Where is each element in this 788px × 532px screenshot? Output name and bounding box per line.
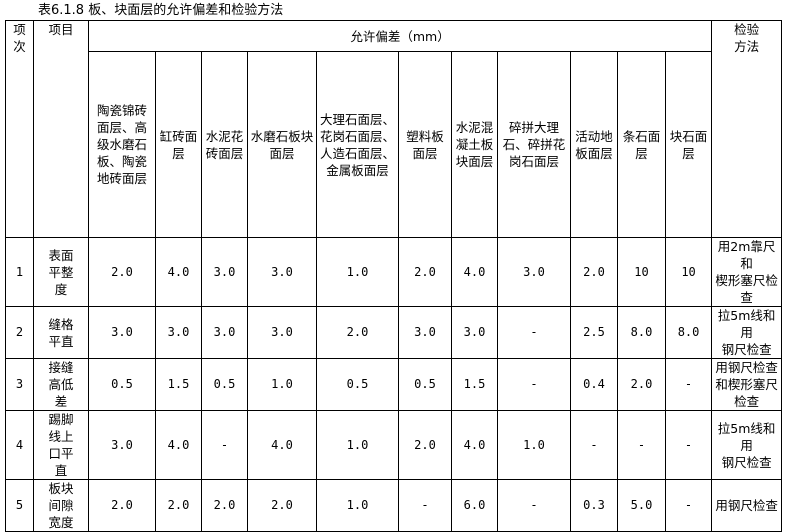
table-row: 4 踢脚 线上 口平 直 3.0 4.0-4.0 1.0 2.0 4.0 1.0- - - 拉5m线… xyxy=(5,410,783,480)
tolerance-value: 0.5 xyxy=(316,358,399,411)
tolerance-value: 0.5 xyxy=(398,358,452,411)
row-index: 2 xyxy=(5,306,34,359)
row-index: 3 xyxy=(5,358,34,411)
header-column: 大理石面层、 花岗石面层、 人造石面层、 金属板面层 xyxy=(316,51,399,238)
row-method: 拉5m线和用 钢尺检查 xyxy=(711,410,783,480)
header-row: 项 次 项目 允许偏差（mm） 检验 方法 xyxy=(5,20,783,238)
row-index: 4 xyxy=(5,410,34,480)
tolerance-value: 1.0 xyxy=(316,479,399,532)
tolerance-value: 3.0 xyxy=(247,306,317,359)
tolerance-value: 3.0 xyxy=(398,306,452,359)
tolerance-value: 2.0 xyxy=(88,479,156,532)
tolerance-value: 2.0 xyxy=(617,358,666,411)
tolerance-value: 2.0 xyxy=(88,237,156,307)
tolerance-value: 3.0 xyxy=(201,306,248,359)
tolerance-value: 0.5 xyxy=(201,358,248,411)
tolerance-value: 2.0 xyxy=(247,479,317,532)
row-method: 用钢尺检查 xyxy=(711,479,783,532)
tolerance-value: - xyxy=(617,410,666,480)
tolerance-value: - xyxy=(570,410,618,480)
header-column: 活动地 板面层 xyxy=(570,51,618,238)
header-index: 项 次 xyxy=(5,20,34,238)
row-method: 拉5m线和用 钢尺检查 xyxy=(711,306,783,359)
tolerance-value: 2.0 xyxy=(316,306,399,359)
tolerance-value: 1.0 xyxy=(497,410,571,480)
tolerance-value: - xyxy=(201,410,248,480)
header-subrow: 陶瓷锦砖 面层、高 级水磨石 板、陶瓷 地砖面层 缸砖面 层水泥花 砖面层 水磨石板… xyxy=(6,51,782,238)
tolerance-value: 6.0 xyxy=(451,479,498,532)
header-column: 条石面 层 xyxy=(617,51,666,238)
tolerance-value: 1.5 xyxy=(451,358,498,411)
table-row: 1 表面 平整 度 2.0 4.0 3.0 3.0 1.0 2.0 4.0 3.0 2.0 10 10 用… xyxy=(5,237,783,307)
tolerance-value: 1.0 xyxy=(316,237,399,307)
table-row: 5 板块 间隙 宽度 2.0 2.0 2.0 2.0 1.0-6.0-0.3 5.0- 用钢尺检… xyxy=(5,479,783,532)
row-item: 表面 平整 度 xyxy=(33,237,89,307)
tolerance-value: 2.0 xyxy=(398,237,452,307)
tolerance-value: - xyxy=(664,358,713,411)
header-column: 水磨石板块 面层 xyxy=(247,51,317,238)
header-column: 塑料板 面层 xyxy=(398,51,452,238)
tolerance-value: 3.0 xyxy=(88,306,156,359)
row-item: 踢脚 线上 口平 直 xyxy=(33,410,89,480)
table-title: 表6.1.8 板、块面层的允许偏差和检验方法 xyxy=(38,3,284,18)
tolerance-value: 1.5 xyxy=(155,358,202,411)
tolerance-value: - xyxy=(497,479,571,532)
tolerance-value: 5.0 xyxy=(617,479,666,532)
tolerance-value: 0.3 xyxy=(570,479,618,532)
header-column: 陶瓷锦砖 面层、高 级水磨石 板、陶瓷 地砖面层 xyxy=(88,51,156,238)
row-item: 板块 间隙 宽度 xyxy=(33,479,89,532)
row-item: 缝格 平直 xyxy=(33,306,89,359)
tolerance-value: 2.0 xyxy=(398,410,452,480)
tolerance-value: 1.0 xyxy=(316,410,399,480)
row-index: 5 xyxy=(5,479,34,532)
table-row: 3 接缝 高低 差 0.5 1.5 0.5 1.0 0.5 0.5 1.5-0.4 2.0- 用钢尺… xyxy=(5,358,783,411)
tolerance-value: 3.0 xyxy=(247,237,317,307)
tolerance-value: 4.0 xyxy=(451,237,498,307)
tolerance-value: 10 xyxy=(617,237,666,307)
tolerance-value: 8.0 xyxy=(617,306,666,359)
tolerance-table: 项 次 项目 允许偏差（mm） 检验 方法 陶瓷锦砖 面层、高 级水磨石 板、陶… xyxy=(5,20,783,532)
tolerance-value: 1.0 xyxy=(247,358,317,411)
header-tolerance: 允许偏差（mm） xyxy=(87,20,713,52)
tolerance-value: 2.0 xyxy=(201,479,248,532)
row-method: 用2m靠尺和 楔形塞尺检 查 xyxy=(711,237,783,307)
tolerance-value: 3.0 xyxy=(201,237,248,307)
tolerance-value: 3.0 xyxy=(88,410,156,480)
table-row: 2 缝格 平直 3.0 3.0 3.0 3.0 2.0 3.0 3.0-2.5 8.0 8.0 拉5m… xyxy=(5,306,783,359)
row-index: 1 xyxy=(5,237,34,307)
tolerance-value: - xyxy=(398,479,452,532)
tolerance-value: 0.4 xyxy=(570,358,618,411)
tolerance-value: - xyxy=(664,410,713,480)
tolerance-value: 4.0 xyxy=(155,237,202,307)
row-method: 用钢尺检查 和楔形塞尺 检查 xyxy=(711,358,783,411)
tolerance-value: 4.0 xyxy=(155,410,202,480)
row-item: 接缝 高低 差 xyxy=(33,358,89,411)
header-column: 水泥混 凝土板 块面层 xyxy=(451,51,498,238)
tolerance-value: 0.5 xyxy=(88,358,156,411)
header-method: 检验 方法 xyxy=(711,20,783,238)
tolerance-value: - xyxy=(664,479,713,532)
tolerance-value: 2.0 xyxy=(570,237,618,307)
header-column: 缸砖面 层 xyxy=(155,51,202,238)
header-column: 水泥花 砖面层 xyxy=(201,51,248,238)
tolerance-value: 10 xyxy=(664,237,713,307)
tolerance-value: - xyxy=(497,358,571,411)
header-item: 项目 xyxy=(33,20,89,238)
tolerance-value: 3.0 xyxy=(497,237,571,307)
tolerance-value: 3.0 xyxy=(155,306,202,359)
tolerance-value: 8.0 xyxy=(664,306,713,359)
tolerance-value: 2.0 xyxy=(155,479,202,532)
tolerance-value: 3.0 xyxy=(451,306,498,359)
header-column: 碎拼大理 石、碎拼花 岗石面层 xyxy=(497,51,571,238)
tolerance-value: 2.5 xyxy=(570,306,618,359)
tolerance-value: 4.0 xyxy=(451,410,498,480)
tolerance-value: - xyxy=(497,306,571,359)
header-column: 块石面 层 xyxy=(664,51,713,238)
tolerance-value: 4.0 xyxy=(247,410,317,480)
